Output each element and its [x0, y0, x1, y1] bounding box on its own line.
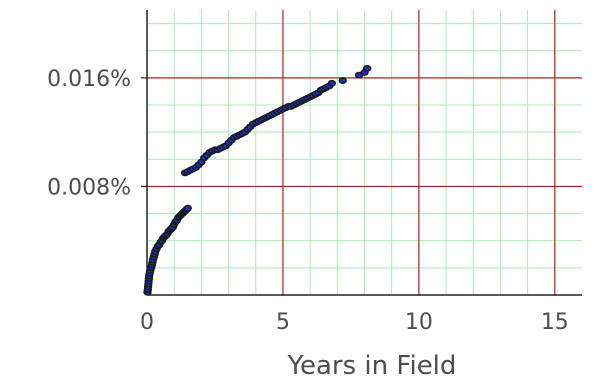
axes	[141, 10, 582, 296]
data-point	[327, 79, 337, 87]
data-point	[338, 77, 347, 84]
data-point	[363, 64, 372, 72]
x-tick-label: 15	[541, 310, 569, 335]
x-tick-label: 10	[405, 310, 433, 335]
x-tick-label: 5	[276, 310, 290, 335]
major-grid	[147, 10, 582, 296]
x-axis-title: Years in Field	[287, 351, 457, 381]
y-tick-label: 0.016%	[47, 67, 131, 92]
data-points	[143, 64, 372, 296]
data-point	[183, 204, 192, 212]
tick-labels: 0 5 10 15 0.008% 0.016%	[47, 67, 569, 335]
x-tick-label: 0	[140, 310, 154, 335]
y-tick-label: 0.008%	[47, 175, 131, 200]
